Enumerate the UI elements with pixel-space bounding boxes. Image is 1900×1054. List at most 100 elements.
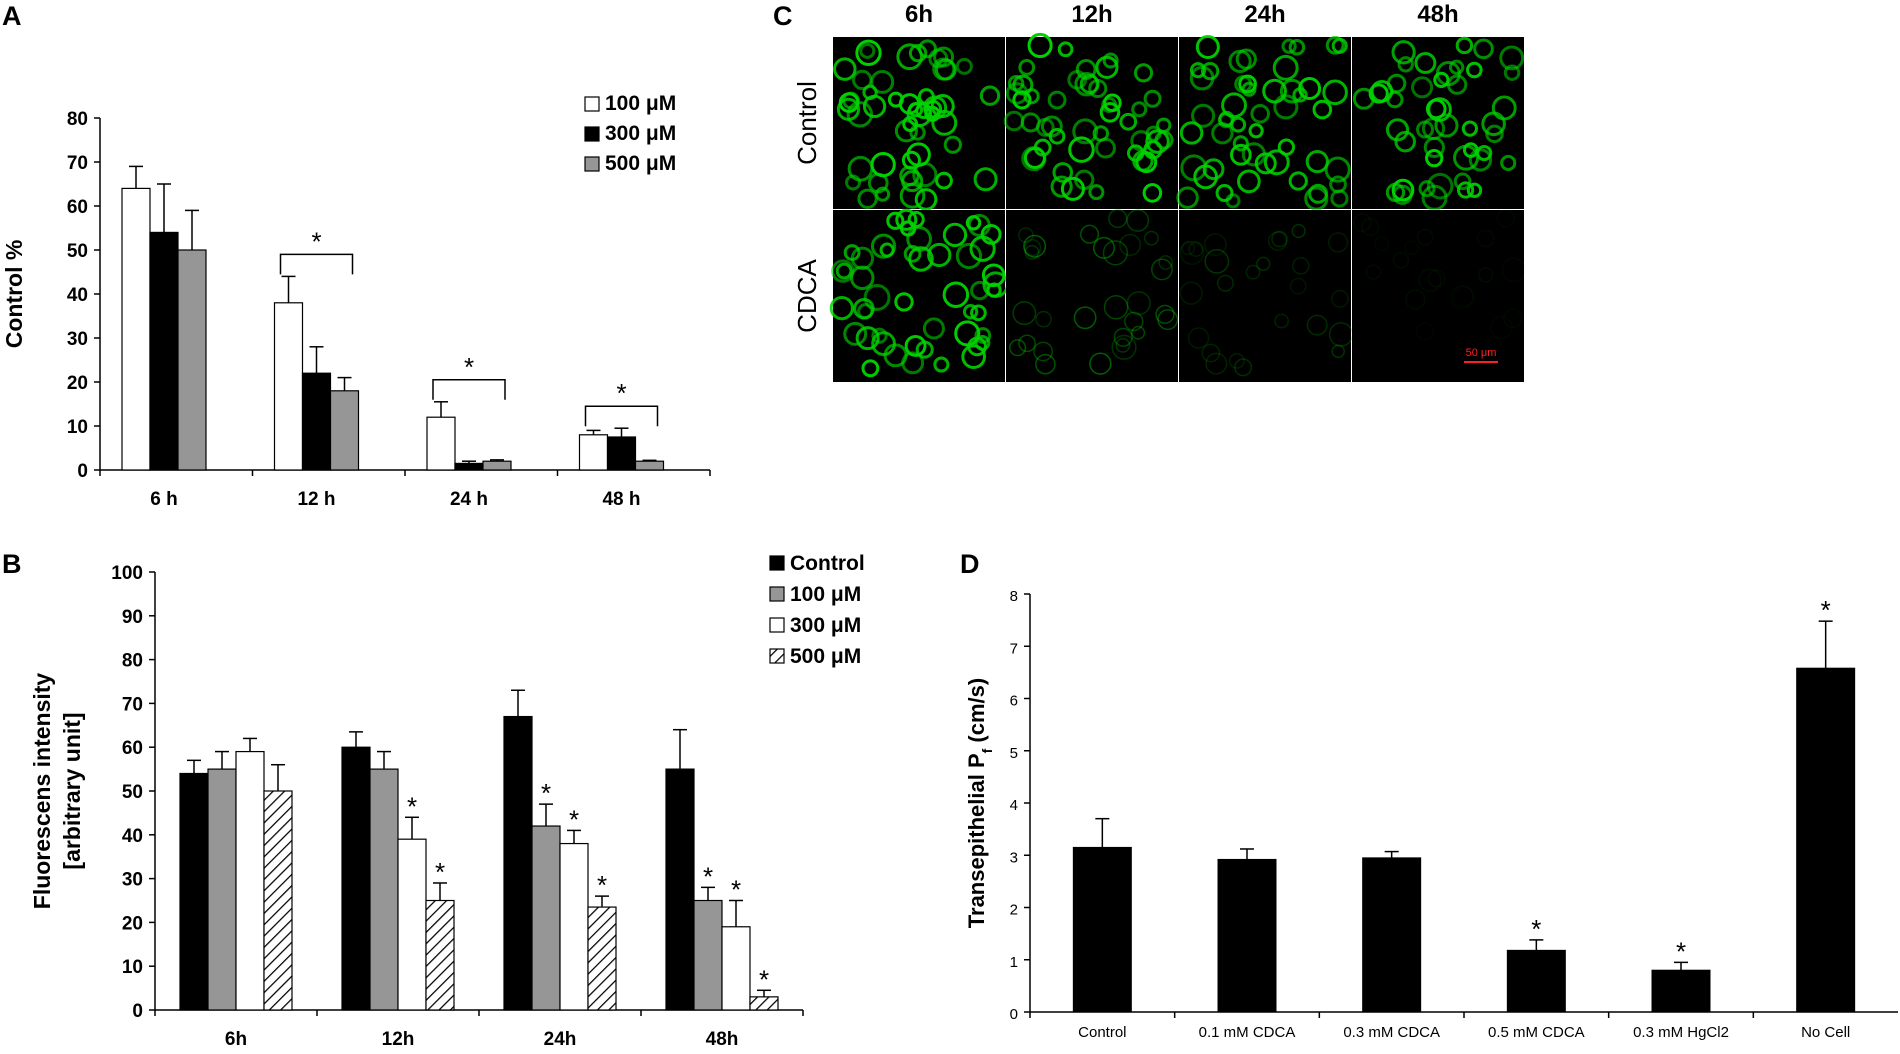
cell-membrane-stain xyxy=(1453,172,1472,191)
b-bar xyxy=(559,842,589,1011)
cell-membrane-stain xyxy=(1033,341,1054,362)
cell-membrane-stain xyxy=(933,356,950,373)
b-bar xyxy=(721,926,751,1011)
d-bar xyxy=(1217,858,1277,1013)
cell-membrane-stain xyxy=(1193,164,1218,190)
cell-membrane-stain xyxy=(1312,99,1333,120)
cell-membrane-stain xyxy=(1073,306,1097,330)
cell-membrane-stain xyxy=(1256,256,1271,271)
cell-membrane-stain xyxy=(861,359,880,378)
cell-membrane-stain xyxy=(845,174,862,191)
cell-membrane-stain xyxy=(1327,232,1349,253)
a-significance-star: * xyxy=(311,226,321,256)
b-y-tick-label: 60 xyxy=(122,738,143,759)
b-x-tick-label: 24h xyxy=(544,1029,577,1050)
cell-membrane-stain xyxy=(1131,101,1148,118)
b-bar xyxy=(179,772,209,1011)
cell-membrane-stain xyxy=(1027,32,1053,59)
cell-membrane-stain xyxy=(906,226,932,252)
micrograph-background xyxy=(1352,37,1524,209)
cell-membrane-stain xyxy=(974,335,991,351)
cell-membrane-stain xyxy=(1263,149,1290,176)
cell-membrane-stain xyxy=(896,43,924,71)
b-y-tick-label: 10 xyxy=(122,957,143,978)
micrograph-background xyxy=(1352,210,1524,382)
cell-membrane-stain xyxy=(1331,289,1349,308)
b-bar xyxy=(531,825,561,1011)
cell-membrane-stain xyxy=(1047,90,1067,110)
cell-membrane-stain xyxy=(1195,35,1220,59)
b-bar xyxy=(207,768,237,1011)
cell-membrane-stain xyxy=(1250,104,1270,124)
cell-membrane-stain xyxy=(843,244,861,262)
cell-membrane-stain xyxy=(979,85,1001,106)
cell-membrane-stain xyxy=(1461,120,1478,137)
a-y-tick-label: 70 xyxy=(67,153,88,174)
micrograph-tile: 50 μm xyxy=(1352,209,1527,382)
cell-membrane-stain xyxy=(1416,120,1435,139)
cell-membrane-stain xyxy=(1012,90,1032,110)
micrograph-tile xyxy=(833,37,1005,211)
cell-membrane-stain xyxy=(1057,41,1074,58)
cell-membrane-stain xyxy=(1009,339,1027,357)
cell-membrane-stain xyxy=(1020,112,1041,133)
cell-membrane-stain xyxy=(1324,156,1351,183)
cell-membrane-stain xyxy=(1217,112,1234,129)
cell-membrane-stain xyxy=(1143,89,1162,108)
cell-membrane-stain xyxy=(1272,54,1299,81)
b-bar xyxy=(503,715,533,1011)
b-bar xyxy=(369,768,399,1011)
cell-membrane-stain xyxy=(1234,358,1253,377)
cell-membrane-stain xyxy=(927,242,952,268)
cell-membrane-stain xyxy=(1414,51,1437,74)
cell-membrane-stain xyxy=(1391,178,1415,202)
cell-membrane-stain xyxy=(1102,52,1119,69)
cell-membrane-stain xyxy=(1119,112,1138,131)
cell-membrane-stain xyxy=(943,135,962,154)
cell-membrane-stain xyxy=(1018,227,1034,243)
a-legend-swatch xyxy=(584,156,600,172)
a-legend-swatch xyxy=(584,96,600,112)
a-legend-label: 300 μM xyxy=(605,122,676,145)
cell-membrane-stain xyxy=(1068,136,1095,163)
cell-membrane-stain xyxy=(875,186,891,202)
cell-membrane-stain xyxy=(942,222,968,248)
cell-membrane-stain xyxy=(1157,309,1179,331)
cell-membrane-stain xyxy=(1080,224,1100,244)
cell-membrane-stain xyxy=(954,320,981,347)
d-significance-star: * xyxy=(1676,936,1686,966)
a-legend-label: 500 μM xyxy=(605,152,676,175)
a-bar xyxy=(177,249,207,471)
cell-membrane-stain xyxy=(1189,65,1215,91)
cell-membrane-stain xyxy=(1365,264,1382,280)
cell-membrane-stain xyxy=(1126,291,1151,316)
cell-membrane-stain xyxy=(1374,236,1390,251)
cell-membrane-stain xyxy=(955,57,973,75)
b-bar xyxy=(235,750,265,1011)
cell-membrane-stain xyxy=(906,101,933,128)
d-x-tick-label: No Cell xyxy=(1801,1024,1850,1041)
d-y-tick-label: 4 xyxy=(1010,797,1018,814)
cell-membrane-stain xyxy=(1023,234,1047,258)
a-bar xyxy=(454,462,484,471)
a-y-tick-label: 50 xyxy=(67,241,88,262)
cell-membrane-stain xyxy=(1023,88,1040,105)
cell-membrane-stain xyxy=(1291,223,1306,239)
a-significance-star: * xyxy=(464,352,474,382)
cell-membrane-stain xyxy=(870,69,895,94)
cell-membrane-stain xyxy=(1306,314,1328,336)
cell-membrane-stain xyxy=(961,344,987,370)
cell-membrane-stain xyxy=(1322,79,1348,106)
cell-membrane-stain xyxy=(1281,38,1297,54)
cell-membrane-stain xyxy=(1466,182,1483,199)
cell-membrane-stain xyxy=(1462,142,1479,158)
chart-d-permeability: 0 1 2 3 4 5 6 7 8 Transepithelial Pf (cm/s) Contro… xyxy=(964,588,1898,1041)
cell-membrane-stain xyxy=(1154,130,1174,150)
a-bar xyxy=(149,231,179,471)
cell-membrane-stain xyxy=(855,39,882,66)
cell-membrane-stain xyxy=(1331,344,1345,359)
d-bar xyxy=(1072,846,1132,1013)
b-significance-star: * xyxy=(541,778,551,808)
cell-membrane-stain xyxy=(894,292,914,312)
cell-membrane-stain xyxy=(1352,213,1372,232)
